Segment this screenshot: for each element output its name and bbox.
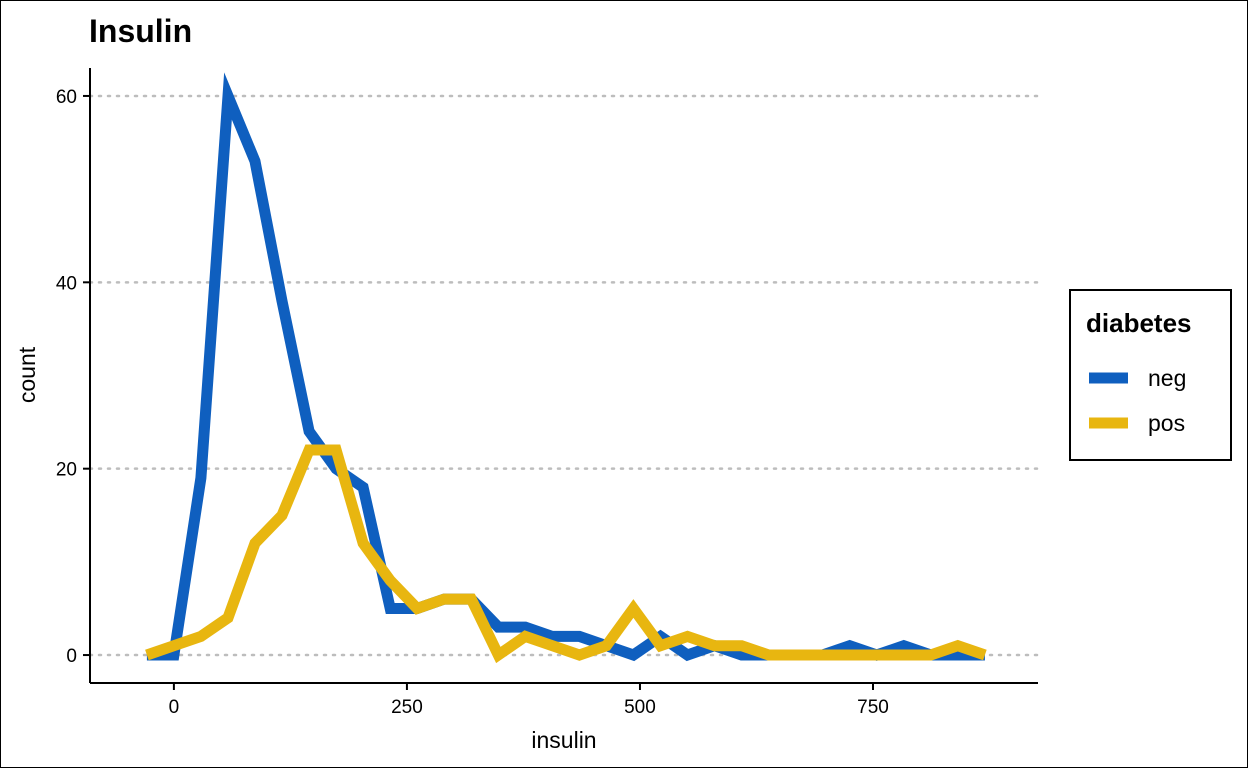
legend-label-neg: neg — [1148, 365, 1186, 391]
y-tick-label-2: 40 — [56, 273, 77, 294]
x-tick-label-3: 750 — [857, 697, 889, 718]
legend-items: neg pos — [1089, 365, 1186, 436]
x-ticks: 0 250 500 750 — [169, 683, 889, 718]
y-tick-label-3: 60 — [56, 87, 77, 108]
y-tick-label-0: 0 — [66, 646, 77, 667]
y-axis-title: count — [14, 346, 40, 403]
legend-title: diabetes — [1086, 308, 1192, 338]
legend-label-pos: pos — [1148, 410, 1185, 436]
series-line-pos — [145, 444, 987, 664]
x-tick-label-1: 250 — [391, 697, 423, 718]
y-tick-label-1: 20 — [56, 460, 77, 481]
x-tick-label-2: 500 — [624, 697, 656, 718]
series-lines — [145, 72, 987, 664]
x-tick-label-0: 0 — [169, 697, 180, 718]
series-line-neg — [146, 72, 985, 662]
y-ticks: 0 20 40 60 — [56, 87, 90, 667]
chart-title: Insulin — [89, 13, 192, 49]
legend: diabetes neg pos — [1069, 289, 1232, 461]
x-axis-title: insulin — [531, 727, 596, 753]
gridlines — [88, 94, 1040, 657]
